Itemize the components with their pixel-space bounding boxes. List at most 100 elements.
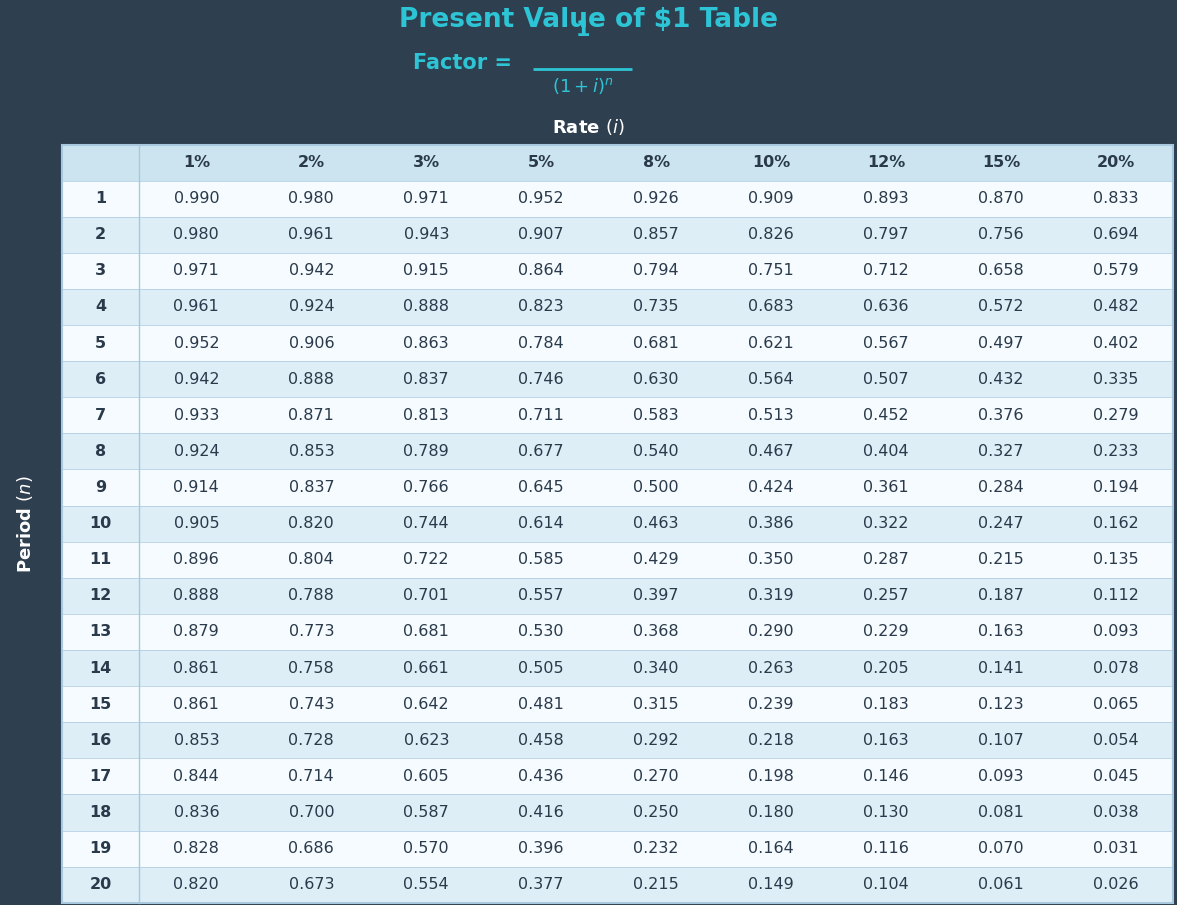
- Text: Present Value of $1 Table: Present Value of $1 Table: [399, 7, 778, 33]
- Text: 0.758: 0.758: [288, 661, 334, 675]
- Text: 16: 16: [89, 733, 112, 748]
- Text: 0.215: 0.215: [978, 552, 1024, 567]
- Text: 0.614: 0.614: [518, 516, 564, 531]
- Text: 0.205: 0.205: [863, 661, 909, 675]
- Text: 0.980: 0.980: [173, 227, 219, 243]
- Text: 0.183: 0.183: [863, 697, 909, 711]
- Text: 0.861: 0.861: [173, 661, 219, 675]
- Text: 0.416: 0.416: [518, 805, 564, 820]
- Text: 11: 11: [89, 552, 112, 567]
- Text: 0.906: 0.906: [288, 336, 334, 350]
- Text: 0.396: 0.396: [519, 841, 564, 856]
- Bar: [62, 433, 1173, 470]
- Text: 0.513: 0.513: [749, 408, 794, 423]
- Text: 0.700: 0.700: [288, 805, 334, 820]
- Text: 0.123: 0.123: [978, 697, 1024, 711]
- Text: 0.701: 0.701: [404, 588, 450, 604]
- Text: 0.871: 0.871: [288, 408, 334, 423]
- Text: $(1 + i)^{n}$: $(1 + i)^{n}$: [552, 76, 613, 96]
- Text: 0.081: 0.081: [978, 805, 1024, 820]
- Text: 0.093: 0.093: [978, 769, 1024, 784]
- Text: 0.826: 0.826: [749, 227, 794, 243]
- Text: 0.572: 0.572: [978, 300, 1024, 314]
- Bar: [62, 506, 1173, 542]
- Text: 0.458: 0.458: [518, 733, 564, 748]
- Bar: [62, 722, 1173, 758]
- Text: 0.130: 0.130: [863, 805, 909, 820]
- Text: 0.402: 0.402: [1093, 336, 1139, 350]
- Bar: [62, 470, 1173, 506]
- Text: 0.756: 0.756: [978, 227, 1024, 243]
- Text: 0.481: 0.481: [518, 697, 564, 711]
- Text: 0.837: 0.837: [288, 480, 334, 495]
- Text: 0.327: 0.327: [978, 444, 1024, 459]
- Text: 0.587: 0.587: [404, 805, 450, 820]
- Text: 0.270: 0.270: [633, 769, 679, 784]
- Text: 0.045: 0.045: [1093, 769, 1139, 784]
- Text: 0.990: 0.990: [173, 191, 219, 206]
- Text: 5: 5: [95, 336, 106, 350]
- Text: 0.162: 0.162: [1093, 516, 1139, 531]
- Bar: [62, 289, 1173, 325]
- Text: 0.078: 0.078: [1093, 661, 1139, 675]
- Text: 0.833: 0.833: [1093, 191, 1138, 206]
- Text: 4: 4: [95, 300, 106, 314]
- Bar: [62, 577, 1173, 614]
- Text: 0.681: 0.681: [404, 624, 450, 640]
- Text: 0.116: 0.116: [863, 841, 909, 856]
- Text: 0.335: 0.335: [1093, 372, 1138, 386]
- Text: 0.735: 0.735: [633, 300, 679, 314]
- Text: 0.915: 0.915: [404, 263, 450, 279]
- Text: 0.863: 0.863: [404, 336, 450, 350]
- Text: 0.093: 0.093: [1093, 624, 1138, 640]
- Text: 0.557: 0.557: [518, 588, 564, 604]
- Text: 0.924: 0.924: [173, 444, 219, 459]
- Text: 15: 15: [89, 697, 112, 711]
- Text: 0.554: 0.554: [404, 877, 450, 892]
- Text: 0.961: 0.961: [288, 227, 334, 243]
- Text: 0.683: 0.683: [749, 300, 794, 314]
- Text: 0.933: 0.933: [174, 408, 219, 423]
- Text: 3: 3: [95, 263, 106, 279]
- Text: Rate $\mathit{(i)}$: Rate $\mathit{(i)}$: [552, 118, 625, 138]
- Text: 0.340: 0.340: [633, 661, 679, 675]
- Text: 0.621: 0.621: [749, 336, 794, 350]
- Text: 0.146: 0.146: [863, 769, 909, 784]
- Text: 9: 9: [95, 480, 106, 495]
- Bar: [62, 831, 1173, 867]
- Text: 0.623: 0.623: [404, 733, 448, 748]
- Text: 8: 8: [95, 444, 106, 459]
- Text: 0.141: 0.141: [978, 661, 1024, 675]
- Text: 0.909: 0.909: [749, 191, 794, 206]
- Text: 0.813: 0.813: [404, 408, 450, 423]
- Text: 20: 20: [89, 877, 112, 892]
- Text: 0.570: 0.570: [404, 841, 450, 856]
- Text: 0.112: 0.112: [1093, 588, 1139, 604]
- Text: 0.350: 0.350: [749, 552, 793, 567]
- Text: 0.943: 0.943: [404, 227, 448, 243]
- Text: 2%: 2%: [298, 155, 325, 170]
- Text: 0.823: 0.823: [518, 300, 564, 314]
- Text: 0.361: 0.361: [863, 480, 909, 495]
- Text: 6: 6: [95, 372, 106, 386]
- Text: 0.924: 0.924: [288, 300, 334, 314]
- Bar: [62, 795, 1173, 831]
- Text: 0.879: 0.879: [173, 624, 219, 640]
- Bar: [62, 867, 1173, 902]
- Text: 0.711: 0.711: [518, 408, 564, 423]
- Text: 0.284: 0.284: [978, 480, 1024, 495]
- Text: 0.585: 0.585: [518, 552, 564, 567]
- Text: 19: 19: [89, 841, 112, 856]
- Bar: [62, 252, 1173, 289]
- Text: 0.232: 0.232: [633, 841, 679, 856]
- Bar: [62, 686, 1173, 722]
- Bar: [62, 216, 1173, 252]
- Text: 0.714: 0.714: [288, 769, 334, 784]
- Text: 13: 13: [89, 624, 112, 640]
- Text: 0.605: 0.605: [404, 769, 450, 784]
- Text: 0.888: 0.888: [404, 300, 450, 314]
- Text: 0.837: 0.837: [404, 372, 450, 386]
- Bar: [62, 650, 1173, 686]
- Bar: [62, 361, 1173, 397]
- Text: 0.642: 0.642: [404, 697, 450, 711]
